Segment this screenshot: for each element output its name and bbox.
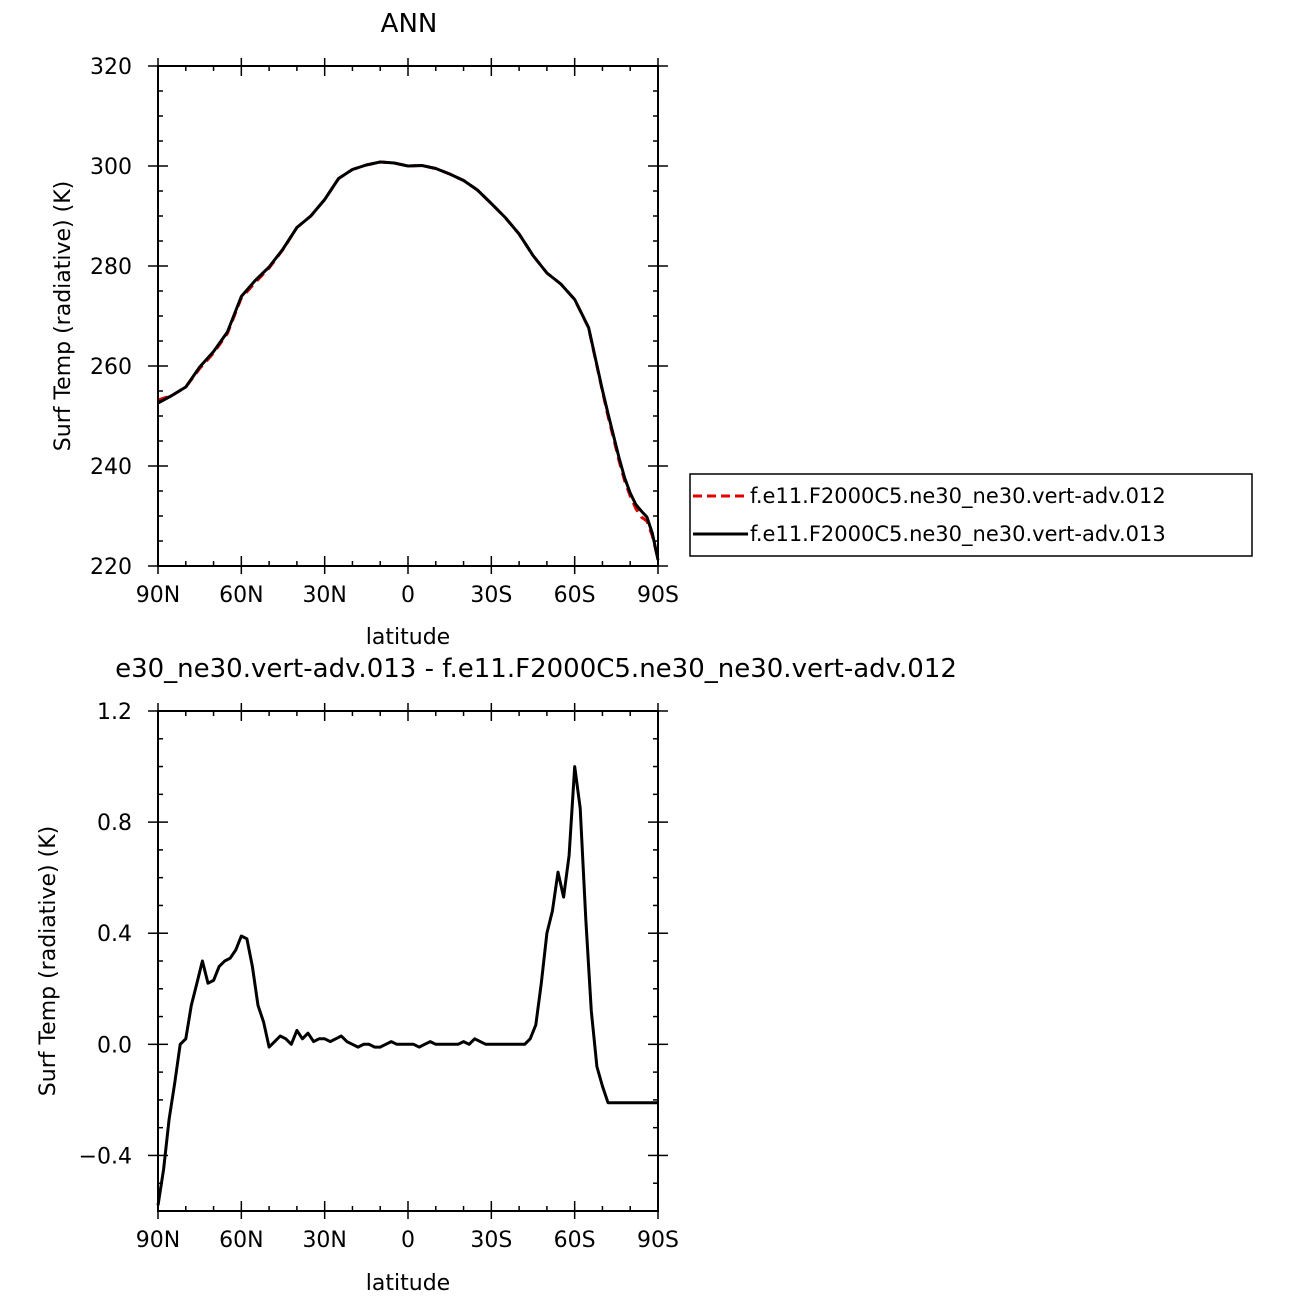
bottom-x-tick-label: 30N [302,1228,346,1253]
top-y-tick-label: 320 [90,55,132,80]
top-x-tick-label: 0 [401,583,415,608]
bottom-x-tick-label: 60N [219,1228,263,1253]
bottom-x-tick-label: 90N [136,1228,180,1253]
top-y-tick-label: 240 [90,455,132,480]
legend-label-series-013: f.e11.F2000C5.ne30_ne30.vert-adv.013 [750,522,1166,547]
bottom-y-tick-label: 0.4 [97,922,132,947]
legend-box [689,473,1253,557]
bottom-y-tick-label: 1.2 [97,700,132,725]
legend: f.e11.F2000C5.ne30_ne30.vert-adv.012 f.e… [689,473,1253,557]
top-y-tick-label: 300 [90,155,132,180]
bottom-x-axis-label: latitude [366,1271,450,1296]
top-series-line-1 [157,160,660,561]
legend-label-series-012: f.e11.F2000C5.ne30_ne30.vert-adv.012 [750,484,1166,509]
bottom-y-tick-label: −0.4 [79,1144,132,1169]
top-y-tick-label: 260 [90,355,132,380]
top-panel: ANN 90N 60N 30N 0 30S 60S 90S 220 240 260 280 300 32… [51,9,1253,650]
top-x-tick-label: 90S [637,583,679,608]
top-series-line-0 [157,160,660,560]
top-chart-title: ANN [381,9,438,39]
top-x-tick-label: 60S [554,583,596,608]
bottom-y-tick-label: 0.0 [97,1033,132,1058]
top-plot-area: 90N 60N 30N 0 30S 60S 90S 220 240 260 280 300 320 [90,55,679,608]
bottom-y-tick-label: 0.8 [97,811,132,836]
top-x-tick-label: 60N [219,583,263,608]
bottom-chart-title: e30_ne30.vert-adv.013 - f.e11.F2000C5.ne… [115,654,957,684]
bottom-series-line-0 [156,765,658,1206]
top-y-axis-label: Surf Temp (radiative) (K) [51,181,76,451]
bottom-x-tick-label: 90S [637,1228,679,1253]
bottom-x-tick-label: 0 [401,1228,415,1253]
bottom-y-axis-label: Surf Temp (radiative) (K) [36,826,61,1096]
bottom-x-tick-label: 30S [470,1228,512,1253]
top-x-axis-label: latitude [366,625,450,650]
top-x-tick-label: 90N [136,583,180,608]
top-x-tick-label: 30N [302,583,346,608]
bottom-plot-frame [157,710,659,1212]
top-x-tick-label: 30S [470,583,512,608]
bottom-x-tick-label: 60S [554,1228,596,1253]
bottom-plot-area: 90N 60N 30N 0 30S 60S 90S −0.4 0.0 0.4 0.8 1.2 [79,700,679,1253]
top-y-tick-label: 220 [90,555,132,580]
top-y-tick-label: 280 [90,255,132,280]
bottom-panel: e30_ne30.vert-adv.013 - f.e11.F2000C5.ne… [36,654,957,1296]
